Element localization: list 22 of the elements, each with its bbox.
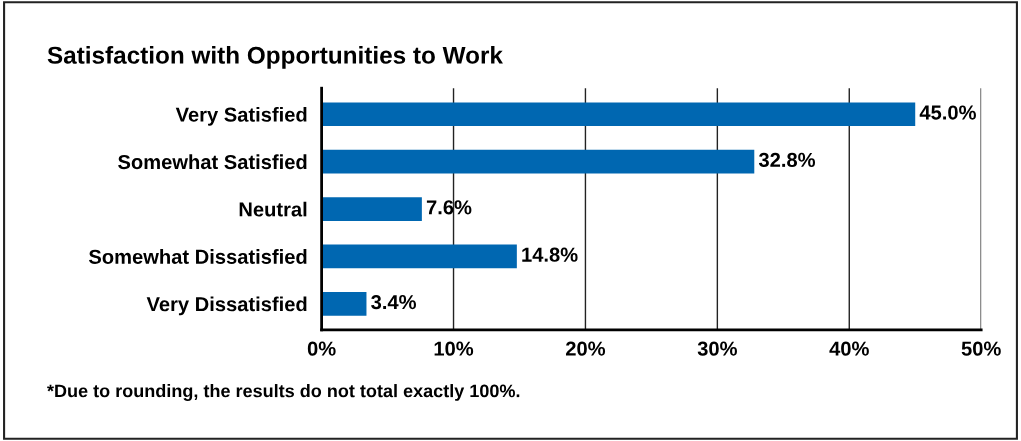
y-tick-label: Neutral [239,201,307,217]
x-tick-label: 40% [829,341,869,356]
bar [321,244,517,269]
y-tick-label: Somewhat Satisfied [118,154,307,170]
bar [321,102,916,127]
x-tick-label: 0% [307,341,336,356]
chart-title: Satisfaction with Opportunities to Work [47,46,503,69]
text: *Due to rounding, the results do not total exactly 100%. [47,384,520,401]
data-label: 45.0% [919,105,976,120]
x-tick-label: 50% [961,341,1001,356]
x-tick-label: 20% [565,341,606,356]
bar [321,149,755,174]
bar [321,291,367,316]
y-tick-label: Very Satisfied [175,106,307,126]
x-tick-label: 10% [434,341,474,356]
bar [321,197,422,221]
y-tick-label: Somewhat Dissatisfied [88,249,307,264]
data-label: 32.8% [758,152,816,168]
x-tick-label: 30% [697,341,737,356]
y-tick-label: Very Dissatisfied [146,296,307,316]
data-label: 14.8% [522,247,578,262]
data-label: 3.4% [371,294,416,310]
